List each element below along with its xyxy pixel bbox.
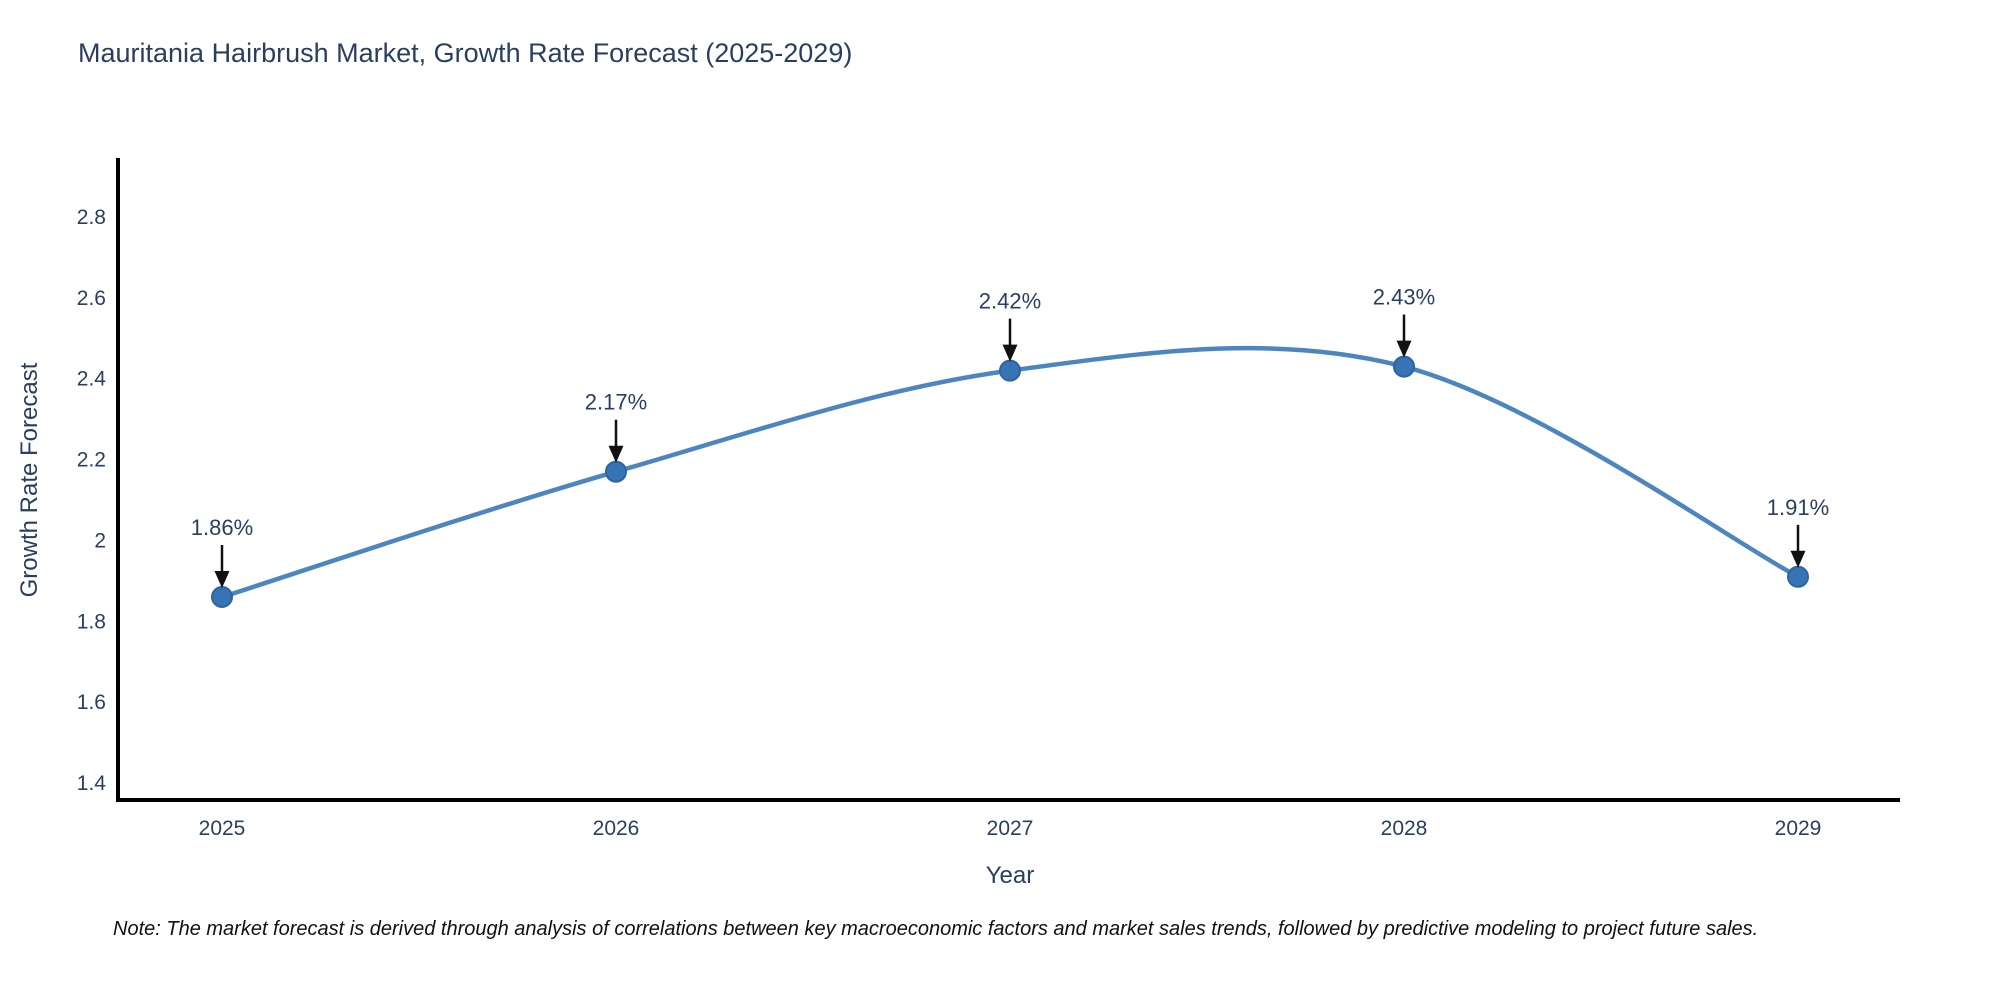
annotation-arrow-head <box>1396 340 1412 358</box>
x-tick-label: 2028 <box>1381 817 1428 840</box>
y-tick-label: 2 <box>94 529 106 552</box>
y-tick-label: 1.4 <box>77 772 107 795</box>
y-tick-label: 1.8 <box>77 610 106 633</box>
y-tick-label: 2.2 <box>77 449 106 472</box>
x-tick-label: 2027 <box>987 817 1034 840</box>
y-tick-label: 2.6 <box>77 287 106 310</box>
annotation-arrow-head <box>1790 550 1806 568</box>
point-value-label: 1.91% <box>1767 495 1829 520</box>
point-value-label: 2.42% <box>979 289 1041 314</box>
point-value-label: 2.17% <box>585 390 647 415</box>
x-axis-label: Year <box>985 862 1035 889</box>
y-tick-label: 1.6 <box>77 691 106 714</box>
x-tick-label: 2029 <box>1775 817 1822 840</box>
series-line <box>219 345 1801 600</box>
data-point <box>1393 355 1415 378</box>
data-point <box>999 359 1021 382</box>
annotation-arrow-head <box>1002 344 1018 362</box>
point-value-label: 1.86% <box>191 515 253 540</box>
annotation-arrow-head <box>608 445 624 463</box>
y-tick-label: 2.4 <box>77 368 107 391</box>
chart-title: Mauritania Hairbrush Market, Growth Rate… <box>78 38 853 68</box>
annotation-arrow-head <box>214 571 230 589</box>
x-tick-label: 2026 <box>593 817 640 840</box>
data-point <box>1787 565 1809 588</box>
x-tick-label: 2025 <box>199 817 246 840</box>
y-tick-label: 2.8 <box>77 206 106 229</box>
data-point <box>211 586 233 609</box>
data-point <box>605 460 627 483</box>
point-value-label: 2.43% <box>1373 285 1435 310</box>
chart-note: Note: The market forecast is derived thr… <box>113 918 1759 940</box>
